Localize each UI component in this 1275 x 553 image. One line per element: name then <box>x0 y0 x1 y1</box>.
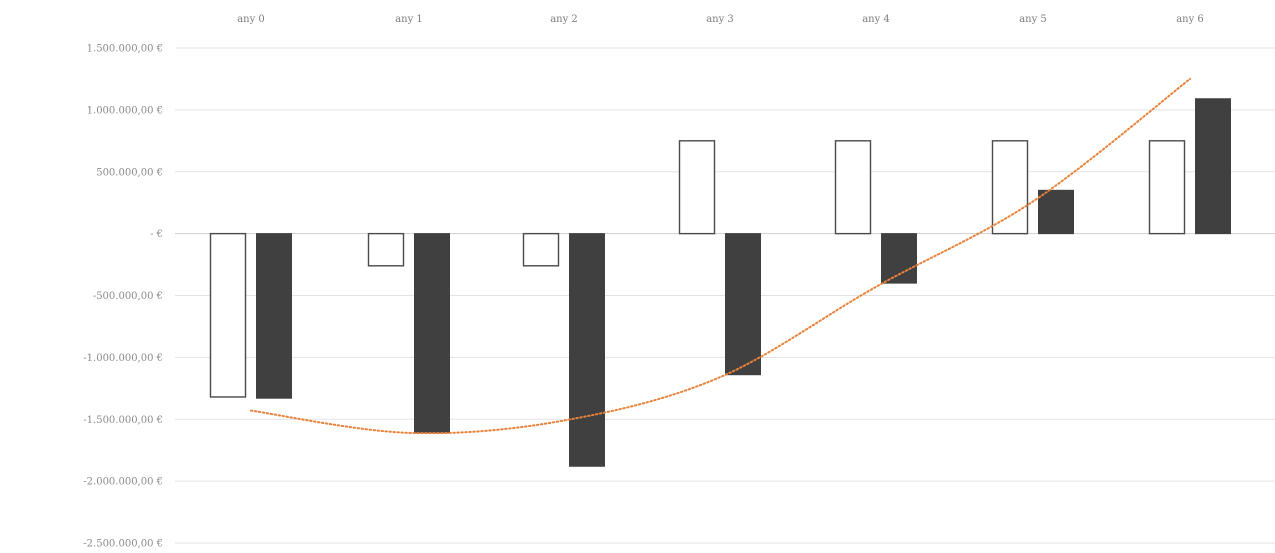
bar-series1-any-4 <box>834 140 872 235</box>
y-tick-label: -1.000.000,00 € <box>83 353 163 364</box>
x-tick-label: any 3 <box>706 14 734 25</box>
x-tick-label: any 1 <box>395 14 423 25</box>
x-tick-label: any 4 <box>862 14 890 25</box>
y-tick-label: 1.000.000,00 € <box>87 105 163 116</box>
bar-series2-any-2 <box>569 233 605 467</box>
y-tick-label: -2.000.000,00 € <box>83 477 163 488</box>
bar-series1-any-5 <box>991 140 1029 235</box>
y-tick-label: -2.500.000,00 € <box>83 539 163 550</box>
y-tick-label: -500.000,00 € <box>93 291 163 302</box>
y-tick-label: 500.000,00 € <box>96 167 163 178</box>
y-tick-label: -1.500.000,00 € <box>83 415 163 426</box>
bar-series1-any-3 <box>678 140 716 235</box>
x-tick-label: any 0 <box>237 14 265 25</box>
x-tick-label: any 2 <box>550 14 578 25</box>
y-tick-label: - € <box>150 229 163 240</box>
trendline <box>250 77 1191 435</box>
bar-series2-any-0 <box>256 233 292 399</box>
bar-series2-any-4 <box>881 233 917 284</box>
bars <box>209 98 1231 467</box>
y-axis-ticks: 1.500.000,00 € 1.000.000,00 € 500.000,00 €… <box>83 44 163 550</box>
bar-series2-any-1 <box>414 233 450 434</box>
bar-series2-any-5 <box>1038 189 1074 235</box>
bar-series2-any-3 <box>725 233 761 376</box>
bar-series1-any-2 <box>522 232 560 267</box>
bar-series2-any-6 <box>1195 98 1231 235</box>
trendline-path <box>250 77 1191 435</box>
x-tick-label: any 5 <box>1019 14 1047 25</box>
y-tick-label: 1.500.000,00 € <box>87 44 163 55</box>
bar-series1-any-6 <box>1148 140 1186 235</box>
x-axis-ticks: any 0 any 1 any 2 any 3 any 4 any 5 any 6 <box>237 14 1204 25</box>
x-tick-label: any 6 <box>1176 14 1204 25</box>
bar-series1-any-0 <box>209 232 247 398</box>
bar-series1-any-1 <box>367 232 405 267</box>
